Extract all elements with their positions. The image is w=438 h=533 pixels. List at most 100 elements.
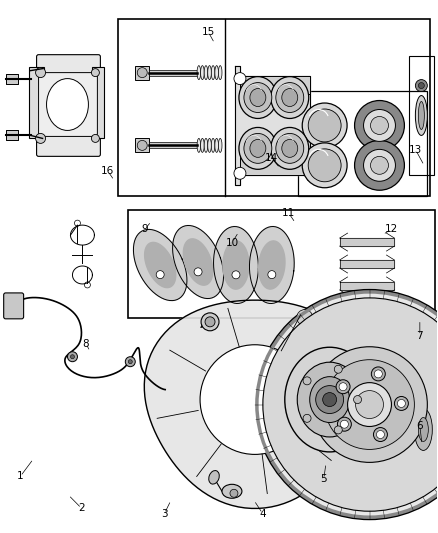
Circle shape — [85, 282, 90, 288]
Bar — [298, 91, 427, 196]
Circle shape — [356, 391, 384, 418]
Ellipse shape — [244, 133, 272, 163]
Circle shape — [303, 377, 311, 385]
Circle shape — [234, 167, 246, 179]
Ellipse shape — [197, 66, 201, 79]
Polygon shape — [214, 227, 258, 303]
Circle shape — [374, 427, 387, 441]
Circle shape — [263, 298, 438, 511]
Ellipse shape — [208, 66, 211, 79]
Bar — [118, 19, 430, 196]
Circle shape — [156, 271, 164, 279]
Ellipse shape — [355, 101, 404, 150]
Text: 1: 1 — [17, 471, 24, 481]
Polygon shape — [259, 241, 285, 289]
FancyBboxPatch shape — [37, 134, 100, 156]
Circle shape — [374, 370, 382, 378]
Circle shape — [340, 420, 348, 428]
Bar — [149, 142, 197, 148]
Ellipse shape — [244, 83, 272, 112]
Circle shape — [137, 140, 147, 150]
Text: 4: 4 — [259, 508, 266, 519]
Circle shape — [334, 426, 342, 434]
Circle shape — [205, 317, 215, 327]
Polygon shape — [173, 225, 223, 298]
Text: 14: 14 — [265, 152, 278, 163]
Ellipse shape — [208, 139, 211, 152]
Ellipse shape — [239, 77, 277, 118]
Ellipse shape — [364, 109, 396, 141]
Bar — [92, 67, 104, 139]
FancyBboxPatch shape — [4, 293, 24, 319]
Ellipse shape — [297, 362, 362, 437]
Bar — [28, 67, 43, 139]
FancyBboxPatch shape — [39, 72, 97, 136]
Circle shape — [333, 344, 349, 360]
Circle shape — [297, 310, 313, 326]
Circle shape — [92, 69, 99, 77]
Ellipse shape — [355, 140, 404, 190]
Ellipse shape — [211, 139, 215, 152]
Circle shape — [334, 365, 342, 373]
Ellipse shape — [204, 139, 208, 152]
Ellipse shape — [215, 66, 219, 79]
Ellipse shape — [250, 140, 266, 157]
Ellipse shape — [371, 156, 389, 174]
Ellipse shape — [418, 417, 428, 441]
Circle shape — [230, 489, 238, 497]
Circle shape — [67, 352, 78, 362]
Ellipse shape — [276, 83, 304, 112]
Text: 11: 11 — [282, 208, 296, 219]
Circle shape — [71, 355, 74, 359]
Circle shape — [303, 414, 311, 422]
Circle shape — [201, 313, 219, 331]
Text: 2: 2 — [78, 503, 85, 513]
Bar — [240, 155, 310, 175]
Ellipse shape — [204, 66, 208, 79]
Text: 8: 8 — [82, 338, 89, 349]
Circle shape — [371, 367, 385, 381]
Bar — [410, 55, 434, 175]
Ellipse shape — [222, 484, 242, 498]
Circle shape — [74, 220, 81, 226]
Ellipse shape — [209, 471, 219, 484]
Polygon shape — [134, 229, 187, 301]
Text: 10: 10 — [226, 238, 239, 248]
Bar — [135, 66, 149, 79]
FancyBboxPatch shape — [37, 55, 100, 77]
Ellipse shape — [215, 139, 219, 152]
Ellipse shape — [308, 149, 341, 182]
Ellipse shape — [276, 133, 304, 163]
Circle shape — [234, 72, 246, 85]
Ellipse shape — [271, 77, 309, 118]
Ellipse shape — [211, 66, 215, 79]
Polygon shape — [339, 282, 395, 290]
Circle shape — [337, 417, 351, 431]
Ellipse shape — [302, 143, 347, 188]
Circle shape — [194, 268, 202, 276]
Polygon shape — [145, 243, 176, 288]
Text: 5: 5 — [321, 474, 327, 484]
Ellipse shape — [308, 109, 341, 142]
Polygon shape — [223, 241, 249, 289]
Ellipse shape — [414, 409, 432, 450]
Circle shape — [35, 133, 46, 143]
Ellipse shape — [410, 400, 437, 459]
Ellipse shape — [197, 139, 201, 152]
Ellipse shape — [201, 139, 204, 152]
Circle shape — [348, 383, 392, 426]
Circle shape — [268, 271, 276, 279]
Circle shape — [395, 397, 408, 410]
Circle shape — [137, 68, 147, 78]
Circle shape — [125, 357, 135, 367]
Polygon shape — [235, 66, 310, 185]
Text: 9: 9 — [141, 224, 148, 235]
Ellipse shape — [201, 66, 204, 79]
Text: 6: 6 — [417, 421, 423, 431]
Circle shape — [232, 271, 240, 279]
Ellipse shape — [415, 95, 427, 135]
Ellipse shape — [285, 347, 374, 452]
Circle shape — [346, 392, 363, 408]
Polygon shape — [250, 227, 294, 303]
Ellipse shape — [310, 377, 350, 423]
